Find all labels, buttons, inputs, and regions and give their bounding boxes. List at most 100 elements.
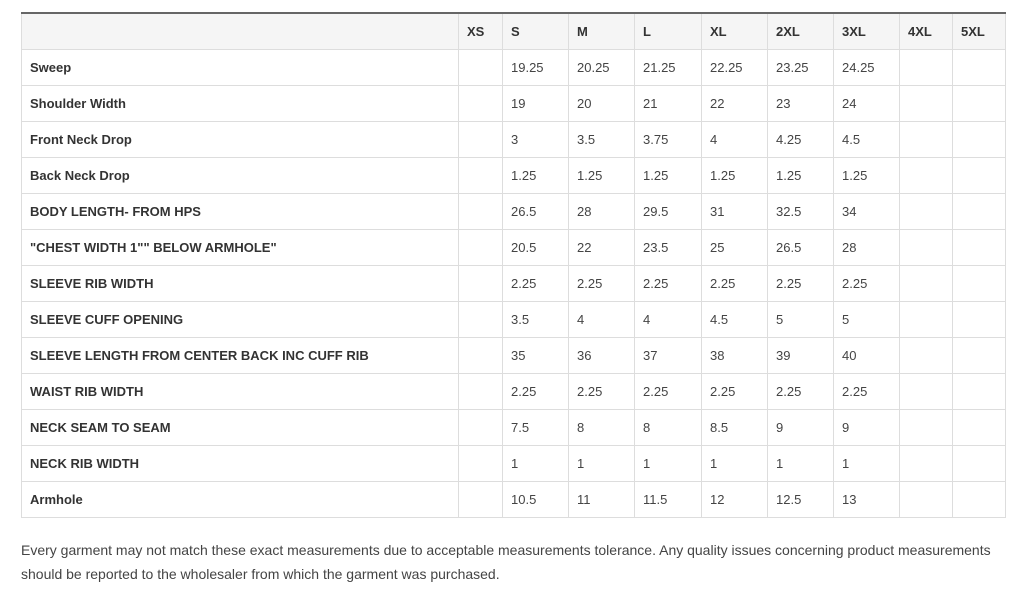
table-row: Sweep 19.25 20.25 21.25 22.25 23.25 24.25	[21, 49, 1006, 86]
table-cell: 35	[502, 337, 569, 374]
table-cell	[952, 301, 1006, 338]
table-cell	[458, 121, 503, 158]
table-cell	[899, 157, 953, 194]
table-cell: 36	[568, 337, 635, 374]
table-cell: 38	[701, 337, 768, 374]
table-cell	[899, 337, 953, 374]
table-cell: 22.25	[701, 49, 768, 86]
table-cell	[458, 265, 503, 302]
table-cell	[952, 373, 1006, 410]
table-cell	[899, 301, 953, 338]
table-cell: 3	[502, 121, 569, 158]
row-label: Back Neck Drop	[21, 157, 459, 194]
table-row: SLEEVE RIB WIDTH 2.25 2.25 2.25 2.25 2.25 2.25	[21, 265, 1006, 302]
size-chart-table: XS S M L XL 2XL 3XL 4XL 5XL Sweep 19.25 20.25 21.25…	[21, 12, 1006, 518]
table-row: SLEEVE LENGTH FROM CENTER BACK INC CUFF …	[21, 337, 1006, 374]
table-cell	[899, 121, 953, 158]
column-header: 5XL	[952, 13, 1006, 50]
table-cell: 10.5	[502, 481, 569, 518]
table-cell: 19.25	[502, 49, 569, 86]
table-cell: 23.25	[767, 49, 834, 86]
table-cell	[458, 409, 503, 446]
table-cell	[899, 265, 953, 302]
row-label: Front Neck Drop	[21, 121, 459, 158]
table-cell	[899, 49, 953, 86]
table-cell: 3.5	[568, 121, 635, 158]
table-cell: 5	[833, 301, 900, 338]
table-cell: 40	[833, 337, 900, 374]
table-row: Front Neck Drop 3 3.5 3.75 4 4.25 4.5	[21, 121, 1006, 158]
table-cell	[952, 229, 1006, 266]
column-header: XL	[701, 13, 768, 50]
table-cell: 7.5	[502, 409, 569, 446]
table-cell: 1	[833, 445, 900, 482]
table-cell	[458, 85, 503, 122]
row-label: SLEEVE LENGTH FROM CENTER BACK INC CUFF …	[21, 337, 459, 374]
table-cell: 1.25	[767, 157, 834, 194]
table-row: Armhole 10.5 11 11.5 12 12.5 13	[21, 481, 1006, 518]
table-cell	[952, 121, 1006, 158]
table-cell: 23	[767, 85, 834, 122]
table-cell: 20	[568, 85, 635, 122]
table-cell: 1.25	[634, 157, 702, 194]
table-cell: 4	[634, 301, 702, 338]
table-cell	[899, 373, 953, 410]
table-cell: 26.5	[502, 193, 569, 230]
row-label: WAIST RIB WIDTH	[21, 373, 459, 410]
measurement-tolerance-note: Every garment may not match these exact …	[21, 542, 991, 582]
row-label: SLEEVE CUFF OPENING	[21, 301, 459, 338]
table-row: NECK RIB WIDTH 1 1 1 1 1 1	[21, 445, 1006, 482]
table-cell: 24	[833, 85, 900, 122]
table-cell	[458, 49, 503, 86]
table-cell: 4	[701, 121, 768, 158]
table-cell: 9	[767, 409, 834, 446]
column-header: M	[568, 13, 635, 50]
table-cell: 19	[502, 85, 569, 122]
table-cell: 20.25	[568, 49, 635, 86]
row-label: "CHEST WIDTH 1"" BELOW ARMHOLE"	[21, 229, 459, 266]
row-label: NECK RIB WIDTH	[21, 445, 459, 482]
table-cell: 21.25	[634, 49, 702, 86]
table-cell: 4.5	[833, 121, 900, 158]
row-label: Shoulder Width	[21, 85, 459, 122]
table-cell: 2.25	[634, 373, 702, 410]
table-cell: 1	[634, 445, 702, 482]
table-cell: 32.5	[767, 193, 834, 230]
table-cell: 2.25	[568, 265, 635, 302]
table-cell: 12.5	[767, 481, 834, 518]
table-row: "CHEST WIDTH 1"" BELOW ARMHOLE" 20.5 22 23.…	[21, 229, 1006, 266]
table-cell: 1.25	[502, 157, 569, 194]
table-cell: 12	[701, 481, 768, 518]
table-cell: 5	[767, 301, 834, 338]
table-row: Shoulder Width 19 20 21 22 23 24	[21, 85, 1006, 122]
table-cell: 2.25	[701, 265, 768, 302]
table-row: Back Neck Drop 1.25 1.25 1.25 1.25 1.25 1.25	[21, 157, 1006, 194]
column-header: 2XL	[767, 13, 834, 50]
table-cell: 3.75	[634, 121, 702, 158]
table-cell	[952, 157, 1006, 194]
table-cell	[899, 481, 953, 518]
table-cell: 29.5	[634, 193, 702, 230]
row-label: Armhole	[21, 481, 459, 518]
table-cell: 2.25	[502, 265, 569, 302]
table-cell	[952, 193, 1006, 230]
table-cell	[899, 445, 953, 482]
table-cell	[952, 265, 1006, 302]
table-cell: 34	[833, 193, 900, 230]
row-label: SLEEVE RIB WIDTH	[21, 265, 459, 302]
table-cell: 28	[568, 193, 635, 230]
table-cell: 2.25	[767, 265, 834, 302]
table-cell: 1	[701, 445, 768, 482]
table-cell: 2.25	[634, 265, 702, 302]
table-cell	[952, 445, 1006, 482]
table-row: SLEEVE CUFF OPENING 3.5 4 4 4.5 5 5	[21, 301, 1006, 338]
table-cell: 8	[568, 409, 635, 446]
table-cell	[458, 445, 503, 482]
table-cell	[952, 85, 1006, 122]
table-row: WAIST RIB WIDTH 2.25 2.25 2.25 2.25 2.25 2.25	[21, 373, 1006, 410]
table-cell: 1	[767, 445, 834, 482]
table-cell: 2.25	[833, 265, 900, 302]
table-cell	[899, 85, 953, 122]
column-header	[21, 13, 459, 50]
table-cell	[952, 409, 1006, 446]
